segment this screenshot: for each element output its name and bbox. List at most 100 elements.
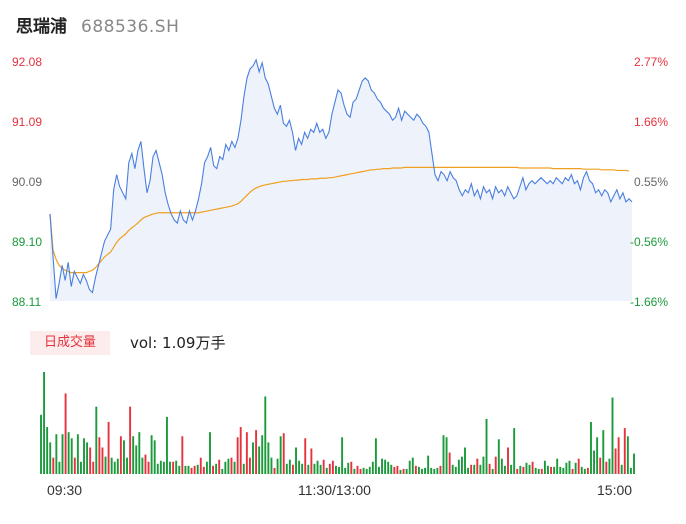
volume-bar (86, 442, 89, 474)
volume-bar (620, 464, 623, 474)
volume-bar (104, 456, 107, 474)
volume-bar (430, 467, 433, 474)
volume-bar (202, 466, 205, 474)
volume-bar (301, 463, 304, 474)
volume-bar (476, 458, 479, 474)
volume-bar (608, 458, 611, 474)
volume-bar (350, 461, 353, 474)
volume-bar (500, 458, 503, 474)
volume-bar (516, 468, 519, 474)
volume-bar (178, 465, 181, 474)
volume-bar (347, 462, 350, 474)
volume-bar (248, 457, 251, 474)
volume-bar (242, 463, 245, 474)
volume-bar (427, 455, 430, 474)
volume-bar (255, 430, 258, 474)
volume-bar (568, 460, 571, 474)
volume-bar (540, 468, 543, 474)
volume-bar (451, 464, 454, 474)
volume-bar (55, 434, 58, 474)
y-right-tick-0: 2.77% (633, 55, 668, 69)
volume-bar (424, 467, 427, 474)
volume-bar (485, 418, 488, 474)
volume-bar (491, 468, 494, 474)
volume-bar (580, 466, 583, 474)
volume-bar (64, 393, 67, 474)
volume-bar (288, 459, 291, 474)
volume-bar (368, 466, 371, 474)
volume-bar (583, 468, 586, 474)
volume-legend-tab[interactable]: 日成交量 (30, 331, 110, 355)
volume-bar (605, 461, 608, 474)
volume-bar (190, 467, 193, 474)
volume-bar (550, 466, 552, 474)
volume-bar (307, 464, 310, 474)
volume-bar (209, 432, 211, 474)
volume-bar (98, 437, 101, 474)
volume-bar (479, 464, 482, 474)
volume-bar (123, 440, 125, 474)
volume-bar (467, 467, 470, 474)
volume-bar (126, 457, 128, 474)
volume-bar (528, 464, 531, 474)
volume-bar (543, 460, 546, 474)
volume-bar (504, 465, 506, 474)
volume-bar (264, 396, 267, 474)
volume-bar (344, 467, 347, 474)
volume-bar (629, 467, 632, 474)
volume-bar (73, 457, 76, 474)
volume-bar (390, 464, 393, 474)
volume-bar (534, 467, 537, 474)
volume-bar (276, 458, 279, 474)
price-line (49, 58, 633, 299)
volume-bar (119, 436, 122, 474)
volume-bar (353, 468, 356, 474)
volume-bar (181, 436, 184, 474)
volume-bar (590, 421, 592, 474)
volume-bar (116, 458, 119, 474)
y-left-tick-4: 88.11 (12, 295, 42, 309)
volume-bar (187, 465, 190, 474)
volume-bar (295, 447, 297, 474)
volume-bar (547, 465, 549, 474)
volume-bar (147, 461, 150, 474)
volume-bar (70, 438, 73, 474)
volume-bar (553, 466, 556, 474)
volume-bar (261, 435, 264, 474)
volume-bar (273, 467, 276, 474)
volume-bar (464, 447, 466, 474)
volume-bar (596, 437, 599, 474)
stock-header: 思瑞浦 688536.SH (16, 12, 179, 37)
volume-bar (519, 465, 522, 474)
volume-bar (617, 437, 620, 474)
volume-bar (494, 456, 497, 474)
volume-bar (442, 435, 445, 474)
volume-bar (454, 466, 457, 474)
volume-bar (448, 452, 451, 474)
volume-bar (218, 459, 221, 474)
volume-bar (482, 456, 485, 474)
volume-bar (436, 467, 439, 474)
y-right-tick-3: -0.56% (629, 235, 668, 249)
volume-bar (212, 465, 215, 474)
volume-bar (335, 465, 337, 474)
volume-bar (614, 448, 617, 474)
volume-bar (531, 461, 534, 474)
x-label-open: 09:30 (47, 482, 83, 498)
volume-bar (107, 421, 110, 474)
volume-bar (411, 457, 414, 474)
volume-bar (113, 461, 116, 474)
volume-bar (172, 461, 175, 474)
volume-bar (319, 464, 322, 474)
volume-bar (602, 430, 605, 474)
volume-bar (175, 460, 178, 474)
volume-bar (510, 464, 513, 474)
volume-bar (184, 465, 187, 474)
volume-bar (626, 436, 629, 474)
volume-bar (402, 468, 405, 474)
volume-bar (236, 437, 239, 474)
volume-bar (196, 464, 199, 474)
volume-bar (67, 432, 70, 474)
volume-bar (522, 466, 525, 474)
volume-bar (224, 461, 227, 474)
